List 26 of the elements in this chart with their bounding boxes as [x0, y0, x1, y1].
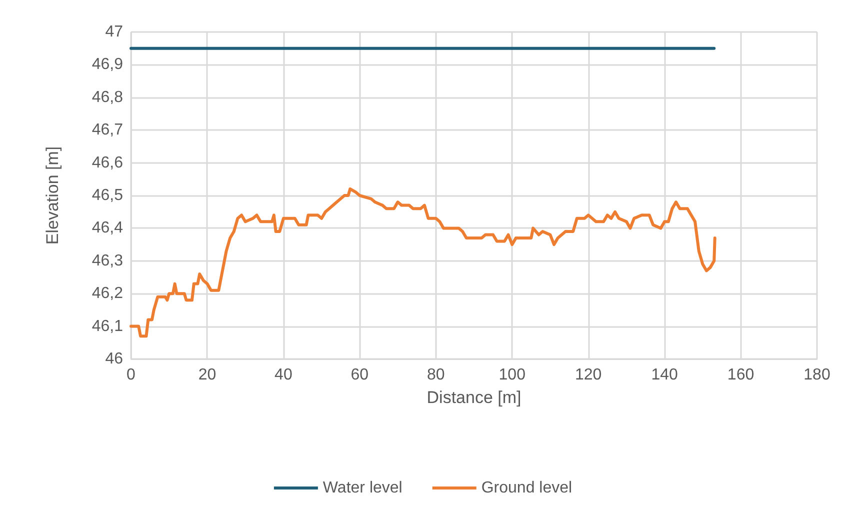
x-tick-label: 40	[274, 366, 292, 384]
y-tick-label: 46,6	[92, 154, 124, 172]
y-tick-label: 46,8	[92, 88, 124, 106]
x-tick-label: 180	[804, 366, 830, 384]
x-axis-title: Distance [m]	[426, 388, 522, 407]
y-tick-label: 46,5	[92, 187, 124, 204]
line-series	[130, 187, 716, 338]
y-tick-label: 46,2	[92, 285, 124, 302]
legend-label: Water level	[322, 480, 402, 496]
y-tick-label: 46,4	[92, 220, 124, 237]
y-axis-title: Elevation [m]	[43, 146, 62, 245]
x-tick-label: 60	[350, 366, 369, 384]
x-tick-label: 80	[426, 366, 445, 384]
x-tick-label: 20	[198, 366, 216, 384]
y-tick-label: 46,7	[92, 122, 124, 139]
y-tick-label: 46,3	[92, 252, 124, 270]
y-tick-label: 46,9	[92, 56, 124, 74]
legend-label: Ground level	[481, 480, 572, 496]
x-tick-label: 140	[651, 366, 678, 384]
y-tick-label: 46,1	[92, 318, 124, 335]
x-tick-label: 0	[126, 366, 136, 384]
x-tick-label: 160	[727, 366, 754, 384]
x-tick-label: 120	[574, 366, 602, 384]
y-tick-label: 47	[105, 24, 124, 40]
y-tick-label: 46	[105, 350, 124, 368]
x-tick-label: 100	[498, 366, 526, 384]
